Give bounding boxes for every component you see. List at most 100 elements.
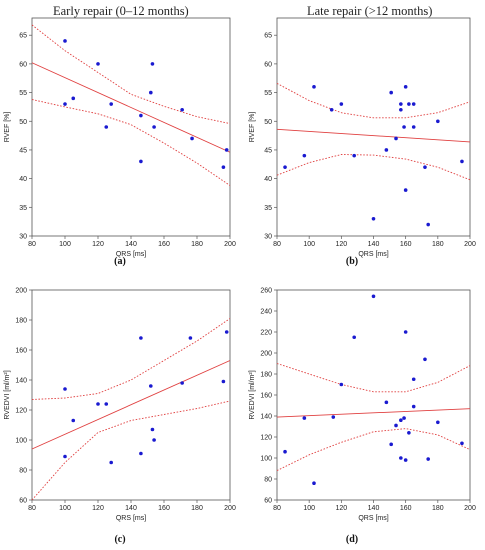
data-point	[403, 85, 408, 89]
y-tick-label: 65	[264, 33, 272, 40]
y-tick-label: 40	[264, 176, 272, 183]
data-point	[399, 418, 403, 422]
data-point	[149, 90, 153, 95]
data-point	[104, 402, 109, 406]
x-tick-label: 160	[158, 241, 170, 248]
x-axis-label: QRS [ms]	[358, 515, 388, 522]
y-tick-label: 35	[264, 205, 272, 212]
x-tick-label: 200	[464, 505, 476, 512]
data-point	[394, 423, 398, 428]
y-tick-label: 100	[15, 438, 27, 445]
data-point	[96, 62, 100, 66]
data-point	[399, 102, 403, 106]
x-tick-label: 200	[224, 241, 236, 248]
panel-caption: (b)	[346, 256, 358, 267]
data-point	[399, 107, 403, 112]
ci-upper-curve	[276, 83, 471, 119]
data-point	[411, 404, 416, 409]
x-tick-label: 100	[303, 241, 315, 248]
y-tick-label: 50	[264, 119, 272, 126]
x-axis-label: QRS [ms]	[116, 251, 146, 258]
x-tick-label: 80	[273, 241, 281, 248]
y-tick-label: 60	[19, 498, 27, 505]
data-point	[339, 382, 344, 387]
x-tick-label: 100	[59, 241, 71, 248]
data-point	[384, 148, 389, 152]
data-point	[139, 451, 143, 456]
data-point	[150, 62, 155, 66]
data-point	[96, 402, 100, 406]
data-point	[411, 125, 416, 129]
data-point	[460, 441, 464, 446]
y-tick-label: 160	[260, 393, 272, 400]
x-tick-label: 140	[368, 241, 380, 248]
y-tick-label: 35	[19, 205, 27, 212]
x-axis-label: QRS [ms]	[116, 515, 146, 522]
x-tick-label: 120	[92, 505, 104, 512]
y-tick-label: 45	[264, 147, 272, 154]
data-point	[71, 418, 76, 423]
data-point	[312, 85, 316, 89]
y-tick-label: 60	[264, 498, 272, 505]
plot-frame	[276, 17, 471, 237]
data-point	[352, 335, 356, 340]
x-tick-label: 80	[28, 241, 36, 248]
y-axis-label: RVEF [%]	[4, 112, 11, 143]
data-point	[423, 357, 427, 362]
panel-caption: (c)	[114, 534, 125, 545]
data-point	[329, 107, 334, 112]
data-point	[436, 119, 440, 124]
data-point	[224, 330, 229, 334]
scatter-panel-c: 80 100 120 140 160 180 20060801001201401601802…	[4, 288, 236, 546]
data-point	[63, 387, 67, 391]
x-tick-label: 120	[335, 505, 347, 512]
x-tick-label: 180	[432, 241, 444, 248]
data-point	[312, 481, 316, 485]
x-tick-label: 80	[273, 505, 281, 512]
data-point	[426, 457, 430, 461]
data-point	[352, 153, 356, 158]
y-tick-label: 260	[260, 288, 272, 295]
y-tick-label: 220	[260, 330, 272, 337]
y-tick-label: 180	[15, 318, 27, 325]
data-point	[423, 165, 427, 169]
ci-upper-curve	[276, 363, 471, 393]
y-tick-label: 60	[264, 61, 272, 68]
data-point	[63, 102, 67, 106]
y-tick-label: 60	[19, 61, 27, 68]
ci-lower-curve	[31, 99, 231, 186]
y-tick-label: 55	[264, 90, 272, 97]
ci-upper-curve	[31, 318, 231, 400]
y-tick-label: 140	[260, 414, 272, 421]
data-point	[407, 102, 411, 106]
plot-frame	[276, 289, 471, 501]
x-tick-label: 160	[158, 505, 170, 512]
data-point	[399, 456, 403, 460]
ci-lower-curve	[276, 428, 471, 472]
data-point	[139, 159, 143, 164]
data-point	[371, 294, 376, 299]
data-point	[139, 336, 143, 340]
data-point	[407, 431, 411, 435]
data-point	[109, 102, 113, 106]
scatter-panel-d: 80 100 120 140 160 180 20060801001201401601802…	[249, 288, 476, 546]
ci-lower-curve	[276, 154, 471, 181]
column-title-late: Late repair (>12 months)	[307, 4, 433, 18]
x-tick-label: 180	[191, 505, 203, 512]
data-point	[104, 125, 109, 129]
data-point	[411, 102, 416, 106]
x-tick-label: 120	[92, 241, 104, 248]
y-tick-label: 120	[15, 408, 27, 415]
scatter-panel-b: 80 100 120 140 160 180 200 30 35 40 45 50 55 60 65 QRS …	[249, 17, 476, 267]
y-tick-label: 80	[19, 468, 27, 475]
y-tick-label: 120	[260, 435, 272, 442]
x-tick-label: 140	[125, 505, 137, 512]
data-point	[331, 415, 336, 419]
y-tick-label: 30	[19, 234, 27, 241]
y-tick-label: 180	[260, 372, 272, 379]
data-point	[302, 153, 307, 158]
x-tick-label: 140	[125, 241, 137, 248]
data-point	[436, 420, 440, 425]
x-tick-label: 200	[224, 505, 236, 512]
column-title-early: Early repair (0–12 months)	[53, 4, 189, 18]
